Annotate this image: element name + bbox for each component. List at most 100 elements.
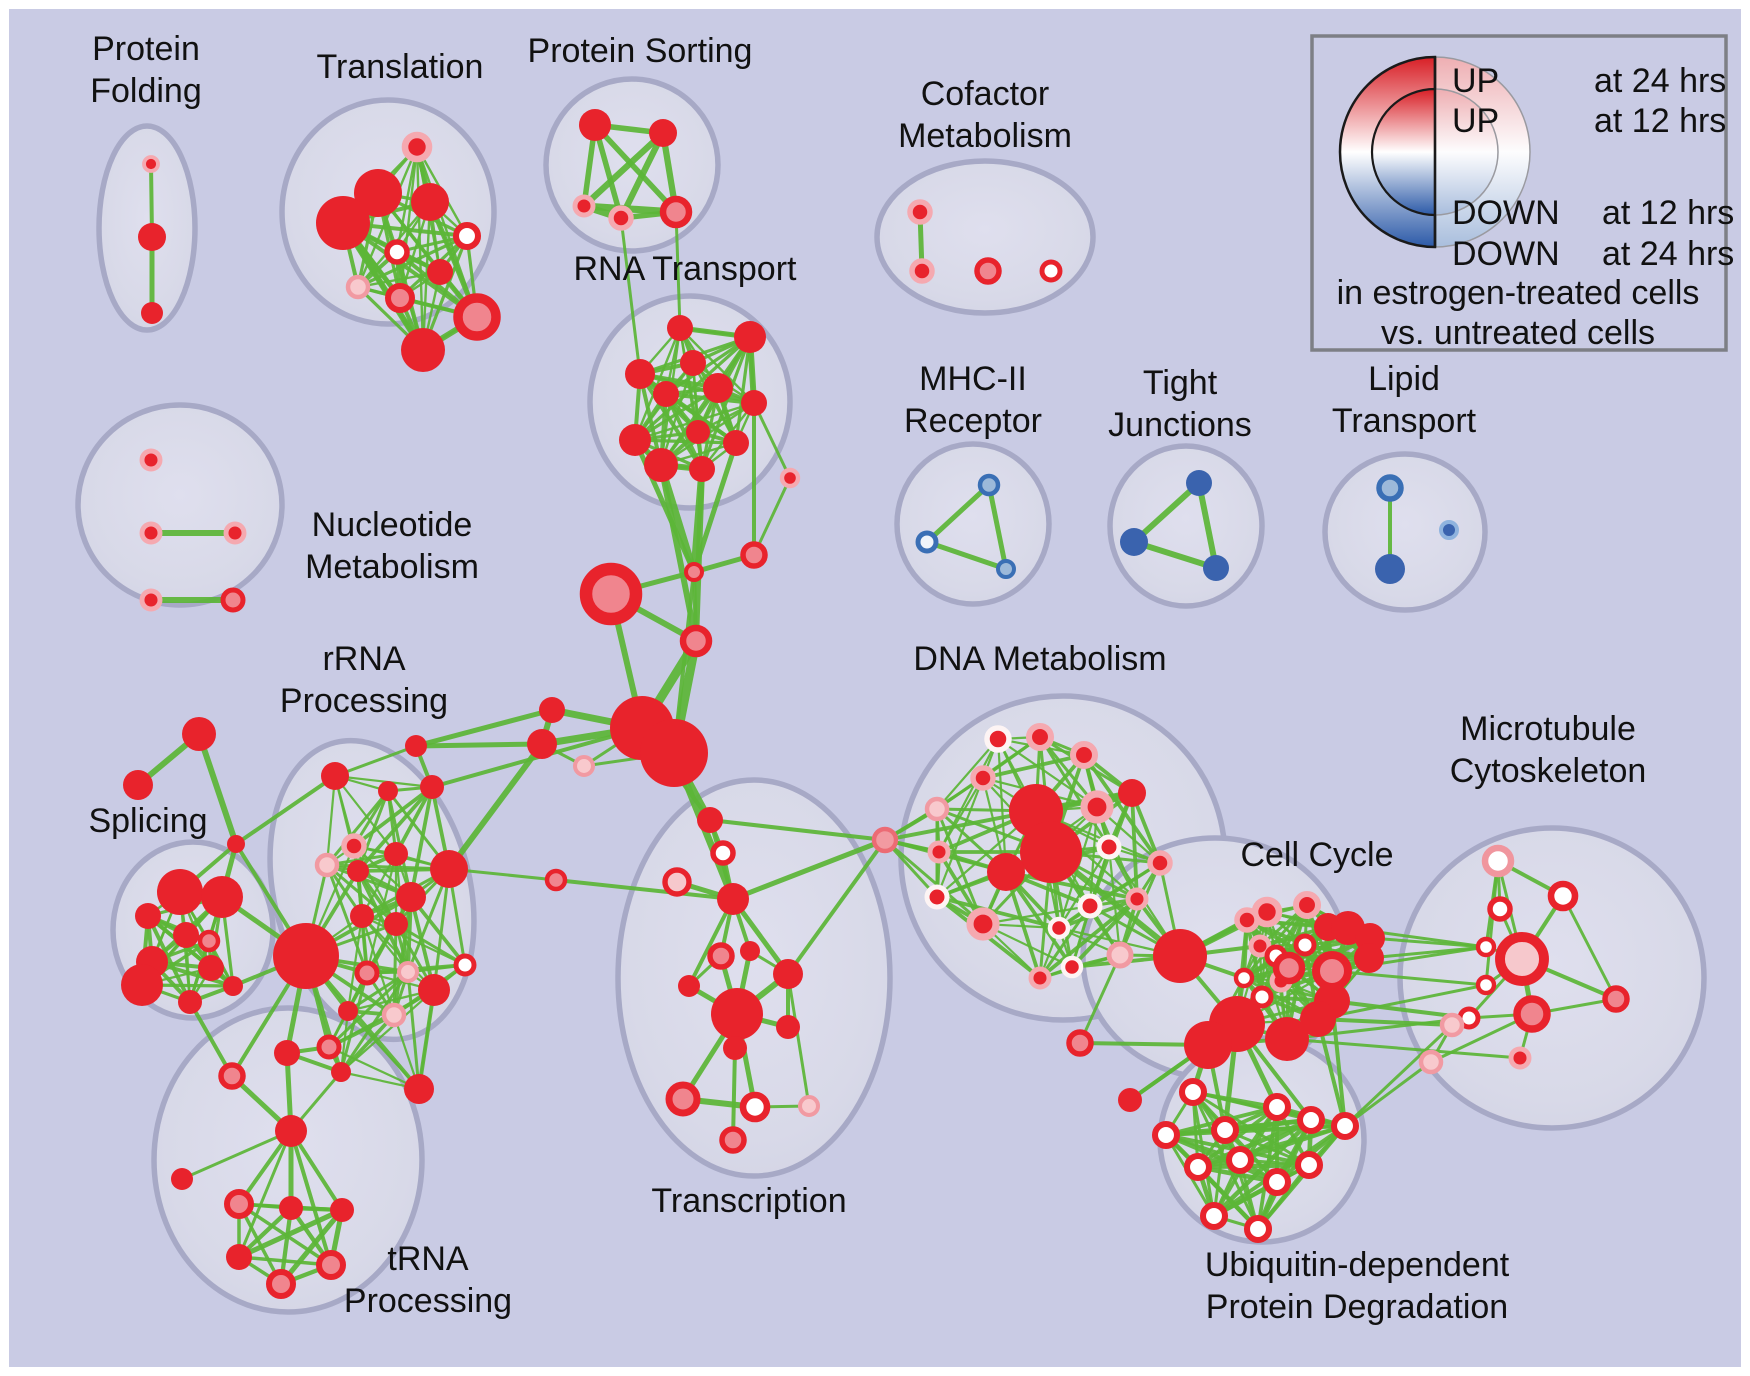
network-node bbox=[1039, 259, 1063, 283]
network-edge bbox=[633, 326, 682, 442]
network-edge bbox=[339, 970, 410, 1074]
cluster-label-trna-processing: tRNA Processing bbox=[344, 1240, 512, 1320]
cluster-ellipse-cofactor-metabolism bbox=[874, 158, 1096, 316]
network-edge bbox=[325, 774, 337, 867]
legend-caption-line-1: vs. untreated cells bbox=[1381, 314, 1655, 352]
network-node bbox=[984, 725, 1012, 753]
network-node bbox=[135, 903, 161, 929]
cluster-label-protein-folding: Protein Folding bbox=[90, 30, 202, 110]
cluster-label-dna-metabolism: DNA Metabolism bbox=[913, 640, 1166, 678]
network-node bbox=[330, 1198, 354, 1222]
network-node bbox=[354, 169, 402, 217]
network-edge bbox=[1316, 1017, 1347, 1128]
network-edge bbox=[752, 476, 792, 557]
network-node bbox=[171, 1168, 193, 1190]
network-edge bbox=[1367, 945, 1488, 960]
network-node bbox=[619, 424, 651, 456]
network-node bbox=[273, 923, 339, 989]
network-node bbox=[717, 883, 749, 915]
network-edge bbox=[325, 863, 369, 975]
network-node bbox=[1495, 932, 1549, 986]
network-node bbox=[723, 430, 749, 456]
network-edge bbox=[1196, 1105, 1279, 1169]
legend-caption-line-0: in estrogen-treated cells bbox=[1337, 274, 1700, 312]
cluster-label-translation: Translation bbox=[317, 48, 484, 86]
cluster-label-microtubule-cytoskeleton: Microtubule Cytoskeleton bbox=[1450, 710, 1647, 790]
network-node bbox=[684, 562, 704, 582]
network-edge bbox=[554, 878, 735, 901]
cluster-label-mhc-ii-receptor: MHC-II Receptor bbox=[904, 360, 1042, 440]
network-node bbox=[1096, 834, 1122, 860]
network-node bbox=[350, 904, 374, 928]
network-edge bbox=[1163, 1132, 1280, 1185]
network-edge bbox=[1057, 845, 1111, 930]
network-node bbox=[996, 559, 1016, 579]
network-edge bbox=[1130, 791, 1139, 901]
network-node bbox=[378, 781, 398, 801]
network-node bbox=[711, 988, 763, 1040]
network-node bbox=[527, 729, 557, 759]
network-node bbox=[427, 259, 453, 285]
network-node bbox=[198, 955, 224, 981]
cluster-label-rrna-processing: rRNA Processing bbox=[280, 640, 448, 720]
network-edge bbox=[1285, 1037, 1522, 1060]
network-node bbox=[396, 882, 426, 912]
network-node bbox=[1439, 520, 1459, 540]
network-node bbox=[1293, 933, 1317, 957]
network-node bbox=[974, 257, 1002, 285]
network-node bbox=[223, 976, 243, 996]
network-node bbox=[1147, 850, 1173, 876]
network-edge bbox=[237, 1129, 293, 1259]
network-node bbox=[1487, 896, 1513, 922]
network-node bbox=[1250, 985, 1274, 1009]
network-node bbox=[123, 770, 153, 800]
cluster-ellipse-lipid-transport bbox=[1322, 451, 1488, 613]
network-edge bbox=[339, 988, 436, 1074]
network-node bbox=[659, 195, 693, 229]
network-node bbox=[1233, 967, 1255, 989]
network-node bbox=[653, 381, 679, 407]
network-node bbox=[678, 975, 700, 997]
network-edge bbox=[1131, 539, 1219, 571]
network-node bbox=[381, 1002, 407, 1028]
network-node bbox=[197, 929, 221, 953]
network-node bbox=[625, 359, 655, 389]
network-node bbox=[977, 473, 1001, 497]
network-node bbox=[201, 876, 243, 918]
network-node bbox=[411, 183, 449, 221]
network-node bbox=[331, 1062, 351, 1082]
network-node bbox=[223, 521, 247, 545]
network-edge bbox=[580, 129, 667, 210]
network-edge bbox=[986, 482, 1009, 572]
cluster-label-cofactor-metabolism: Cofactor Metabolism bbox=[898, 75, 1072, 155]
network-node bbox=[345, 274, 371, 300]
network-edge bbox=[693, 466, 705, 644]
network-node bbox=[1047, 916, 1071, 940]
network-node bbox=[1272, 951, 1306, 985]
network-node bbox=[1151, 1120, 1181, 1150]
network-node bbox=[347, 860, 369, 882]
network-node bbox=[338, 1001, 358, 1021]
network-edge bbox=[352, 785, 434, 848]
network-node bbox=[572, 754, 596, 778]
network-edge bbox=[325, 789, 390, 867]
cluster-label-rna-transport: RNA Transport bbox=[574, 250, 798, 288]
network-edge bbox=[237, 1255, 333, 1267]
network-node bbox=[138, 223, 166, 251]
network-node bbox=[139, 521, 163, 545]
network-node bbox=[924, 884, 950, 910]
network-edge bbox=[1082, 753, 1162, 865]
network-node bbox=[1234, 907, 1260, 933]
network-edge bbox=[413, 707, 555, 749]
network-node bbox=[776, 1015, 800, 1039]
network-node bbox=[384, 842, 408, 866]
network-edge bbox=[1316, 983, 1488, 1021]
network-node bbox=[909, 258, 935, 284]
network-node bbox=[723, 1036, 747, 1060]
network-node bbox=[1312, 951, 1352, 991]
network-node bbox=[1203, 555, 1229, 581]
network-node bbox=[1475, 974, 1497, 996]
network-edge bbox=[752, 401, 792, 480]
network-edge bbox=[1131, 480, 1202, 545]
